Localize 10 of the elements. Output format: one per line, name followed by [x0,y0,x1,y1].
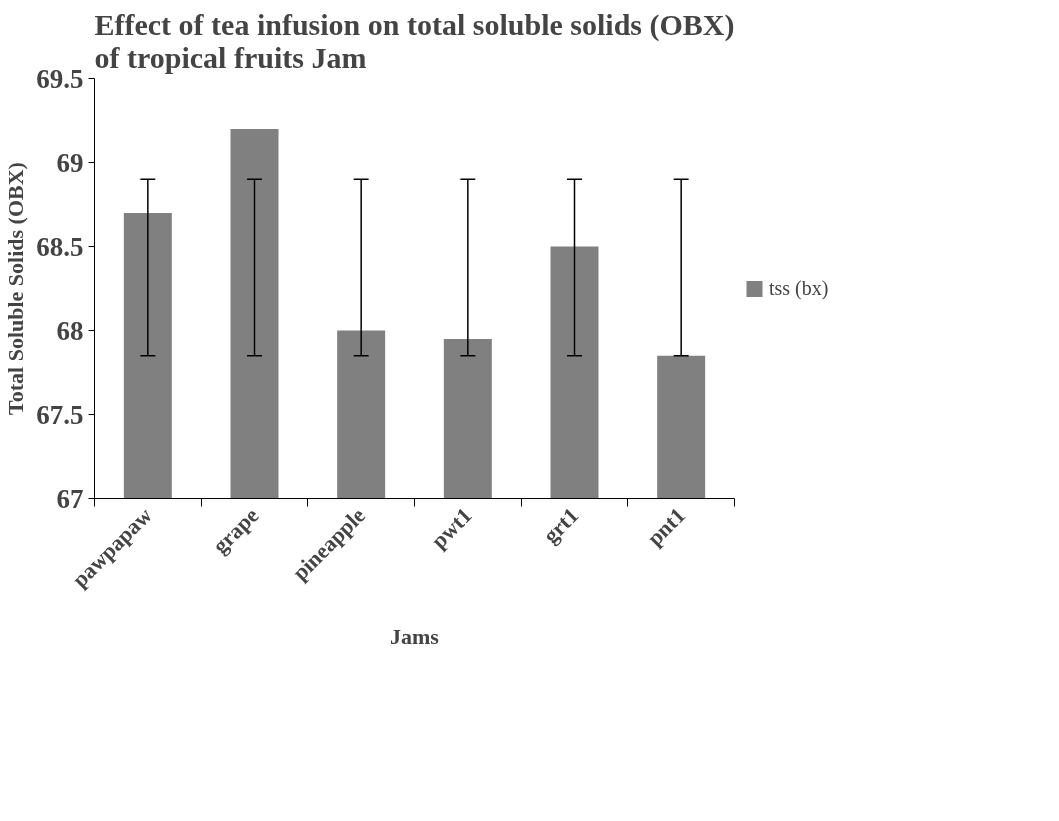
y-tick-label: 68 [56,315,84,346]
x-axis-title: Jams [390,623,440,649]
y-tick-label: 69 [56,147,84,178]
y-tick-label: 67 [56,483,84,514]
y-tick-label: 67.5 [36,399,84,430]
y-tick-label: 68.5 [36,231,84,262]
legend-label: tss (bx) [769,276,829,300]
y-axis-title: Total Soluble Solids (OBX) [3,162,29,415]
y-tick-label: 69.5 [36,63,84,94]
chart-title: Effect of tea infusion on total soluble solids (OBX) of tropical fruits Jam [94,7,735,74]
